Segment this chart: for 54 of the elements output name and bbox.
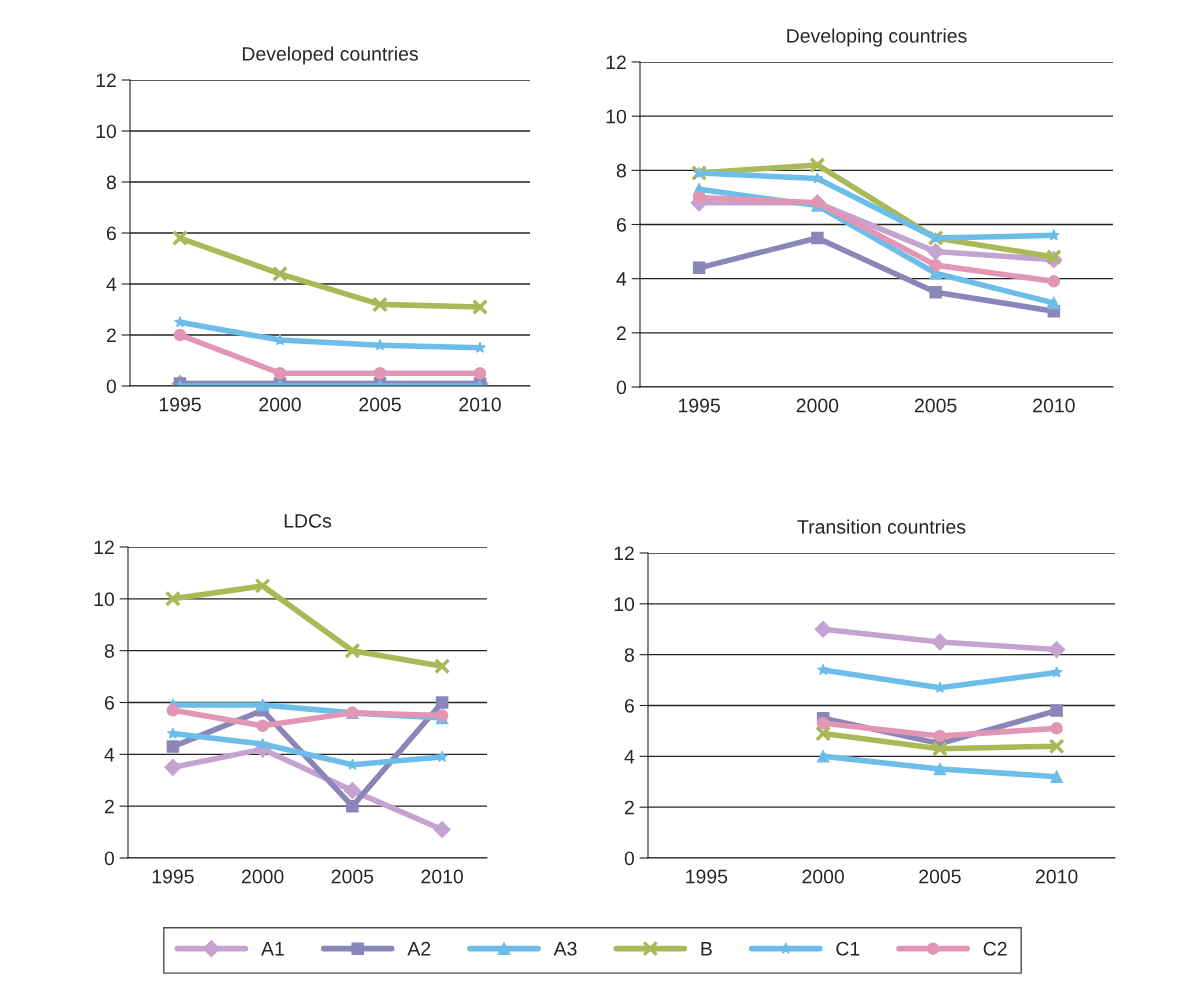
- x-tick-label: 1995: [152, 869, 194, 884]
- y-tick-label: 2: [624, 800, 634, 815]
- y-tick-label: 2: [104, 799, 114, 814]
- y-tick-label: 6: [616, 217, 626, 232]
- x-tick-label: 2005: [331, 869, 374, 884]
- y-tick-label: 4: [104, 748, 115, 762]
- y-tick-label: 6: [106, 226, 116, 241]
- y-tick-label: 8: [616, 163, 626, 178]
- y-tick-label: 6: [104, 695, 114, 710]
- legend-label: B: [701, 942, 712, 956]
- legend-label: A1: [261, 942, 284, 956]
- y-tick-label: 4: [624, 750, 635, 764]
- x-tick-label: 2000: [802, 869, 844, 884]
- y-tick-label: 8: [624, 648, 634, 662]
- y-tick-label: 0: [104, 851, 115, 866]
- chart-title: Developing countries: [787, 28, 967, 47]
- y-tick-label: 10: [94, 592, 115, 607]
- x-tick-label: 2005: [914, 398, 957, 413]
- x-tick-label: 1995: [686, 869, 728, 884]
- x-tick-label: 2010: [1033, 398, 1075, 413]
- y-tick-label: 8: [104, 644, 114, 658]
- x-tick-label: 2010: [1035, 869, 1078, 884]
- chart-title: LDCs: [284, 513, 332, 528]
- x-tick-label: 2010: [459, 397, 501, 412]
- legend-label: A2: [407, 941, 431, 956]
- y-tick-label: 0: [106, 379, 117, 394]
- y-tick-label: 6: [624, 698, 634, 713]
- y-tick-label: 10: [96, 124, 117, 139]
- y-tick-label: 12: [96, 73, 116, 88]
- x-tick-label: 1995: [159, 397, 201, 412]
- y-tick-label: 4: [106, 277, 117, 292]
- x-tick-label: 2010: [421, 869, 463, 884]
- x-tick-label: 2000: [796, 398, 839, 413]
- chart-title: Transition countries: [797, 519, 966, 534]
- y-tick-label: 10: [606, 109, 627, 124]
- legend-label: C1: [836, 941, 860, 956]
- y-tick-label: 2: [616, 326, 626, 340]
- y-tick-label: 12: [94, 540, 114, 555]
- legend-label: A3: [553, 941, 577, 956]
- legend-label: C2: [983, 941, 1007, 956]
- x-tick-label: 1995: [678, 398, 720, 413]
- x-tick-label: 2000: [259, 397, 301, 412]
- y-tick-label: 12: [614, 546, 634, 561]
- y-tick-label: 10: [614, 597, 635, 612]
- y-tick-label: 4: [616, 272, 627, 286]
- x-tick-label: 2005: [919, 869, 961, 884]
- y-tick-label: 2: [106, 328, 116, 343]
- y-tick-label: 8: [106, 175, 116, 190]
- y-tick-label: 0: [616, 380, 627, 395]
- chart-title: Developed countries: [242, 46, 418, 65]
- x-tick-label: 2005: [359, 397, 401, 412]
- y-tick-label: 0: [624, 851, 635, 866]
- y-tick-label: 12: [606, 55, 626, 70]
- x-tick-label: 2000: [241, 869, 284, 884]
